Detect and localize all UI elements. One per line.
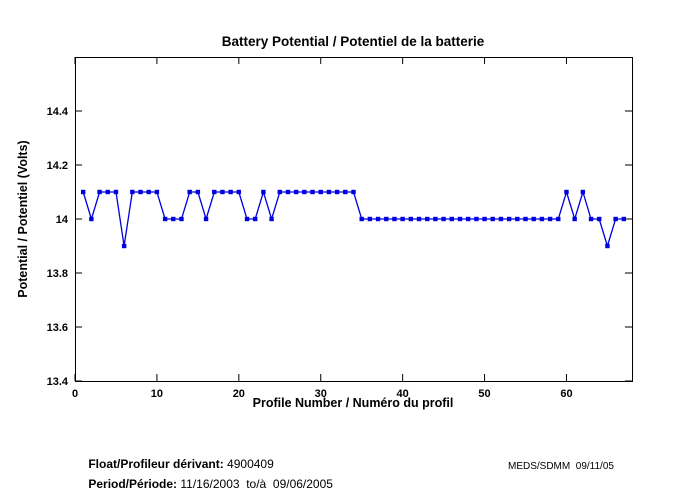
data-point-marker	[506, 216, 512, 222]
y-tick-label: 13.6	[47, 322, 68, 334]
data-point-marker	[162, 216, 168, 222]
data-point-marker	[465, 216, 471, 222]
data-point-marker	[531, 216, 536, 222]
data-point-marker	[408, 216, 414, 222]
footer-period-line: Period/Période: 11/16/2003 to/à 09/06/20…	[75, 463, 333, 500]
data-point-marker	[113, 189, 119, 195]
data-point-marker	[236, 189, 242, 195]
data-point-marker	[285, 189, 291, 195]
data-point-marker	[572, 216, 577, 222]
y-tick-label: 14	[56, 214, 69, 226]
data-point-marker	[293, 189, 299, 195]
data-point-marker	[498, 216, 504, 222]
plot-area: 0 10 20 30 40 50 60 13.4 13.6 13.8 14 14.2 14.4	[47, 57, 633, 400]
data-point-marker	[416, 216, 422, 222]
data-point-marker	[425, 216, 430, 222]
data-point-marker	[457, 216, 463, 222]
data-point-marker	[277, 189, 282, 195]
y-axis-label: Potential / Potentiel (Volts)	[16, 140, 30, 297]
data-point-marker	[351, 189, 356, 195]
data-point-marker	[97, 189, 102, 195]
data-point-marker	[220, 189, 225, 195]
data-point-marker	[121, 243, 127, 249]
data-point-marker	[302, 189, 307, 195]
data-point-marker	[441, 216, 446, 222]
data-point-marker	[261, 189, 266, 195]
data-point-marker	[367, 216, 373, 222]
data-point-marker	[244, 216, 250, 222]
data-point-marker	[89, 216, 94, 222]
data-point-marker	[80, 189, 86, 195]
data-point-marker	[130, 189, 135, 195]
data-point-marker	[318, 189, 323, 195]
credit-text: MEDS/SDMM 09/11/05	[508, 461, 614, 472]
data-point-marker	[326, 189, 332, 195]
x-axis-label: Profile Number / Numéro du profil	[253, 396, 454, 410]
x-tick-label: 10	[151, 388, 163, 400]
chart-title: Battery Potential / Potentiel de la batt…	[222, 34, 485, 49]
data-point-marker	[334, 189, 340, 195]
float-value: 4900409	[227, 457, 274, 471]
data-point-marker	[556, 216, 561, 222]
data-point-marker	[474, 216, 479, 222]
data-point-marker	[187, 189, 192, 195]
data-point-marker	[613, 216, 618, 222]
data-point-marker	[179, 216, 184, 222]
data-point-marker	[171, 216, 176, 222]
period-label: Period/Période:	[88, 477, 178, 491]
data-point-marker	[400, 216, 405, 222]
y-tick-label: 13.8	[47, 268, 68, 280]
y-tick-label: 14.4	[47, 106, 69, 118]
data-point-marker	[228, 189, 233, 195]
float-label: Float/Profileur dérivant:	[88, 457, 224, 471]
period-value: 11/16/2003 to/à 09/06/2005	[180, 477, 333, 491]
data-point-marker	[580, 189, 586, 195]
x-tick-label: 30	[315, 388, 327, 400]
y-tick-label: 13.4	[47, 376, 69, 388]
footer-float-line: Float/Profileur dérivant: 4900409	[75, 443, 274, 485]
data-point-marker	[375, 216, 381, 222]
data-point-marker	[490, 216, 495, 222]
data-point-marker	[539, 216, 545, 222]
data-point-marker	[482, 216, 487, 222]
data-point-marker	[138, 189, 143, 195]
data-point-marker	[146, 189, 151, 195]
data-point-marker	[359, 216, 364, 222]
data-point-marker	[195, 189, 201, 195]
data-point-marker	[154, 189, 160, 195]
battery-potential-chart: Battery Potential / Potentiel de la batt…	[16, 34, 633, 410]
data-point-marker	[310, 189, 315, 195]
data-point-marker	[597, 216, 602, 222]
data-point-marker	[588, 216, 594, 222]
data-point-marker	[449, 216, 454, 222]
data-point-marker	[392, 216, 397, 222]
data-point-marker	[621, 216, 627, 222]
data-point-marker	[105, 189, 110, 195]
x-tick-label: 50	[478, 388, 490, 400]
data-point-marker	[547, 216, 553, 222]
data-point-marker	[515, 216, 520, 222]
x-tick-label: 0	[72, 388, 78, 400]
x-tick-label: 60	[560, 388, 572, 400]
x-tick-label: 40	[397, 388, 409, 400]
data-point-marker	[605, 243, 610, 249]
data-point-marker	[343, 189, 348, 195]
data-point-marker	[203, 216, 209, 222]
data-point-marker	[433, 216, 438, 222]
data-point-marker	[212, 189, 217, 195]
data-point-marker	[523, 216, 528, 222]
data-point-marker	[384, 216, 389, 222]
y-tick-label: 14.2	[47, 160, 68, 172]
data-point-marker	[269, 216, 274, 222]
x-tick-label: 20	[233, 388, 245, 400]
data-point-marker	[564, 189, 569, 195]
data-point-marker	[253, 216, 258, 222]
